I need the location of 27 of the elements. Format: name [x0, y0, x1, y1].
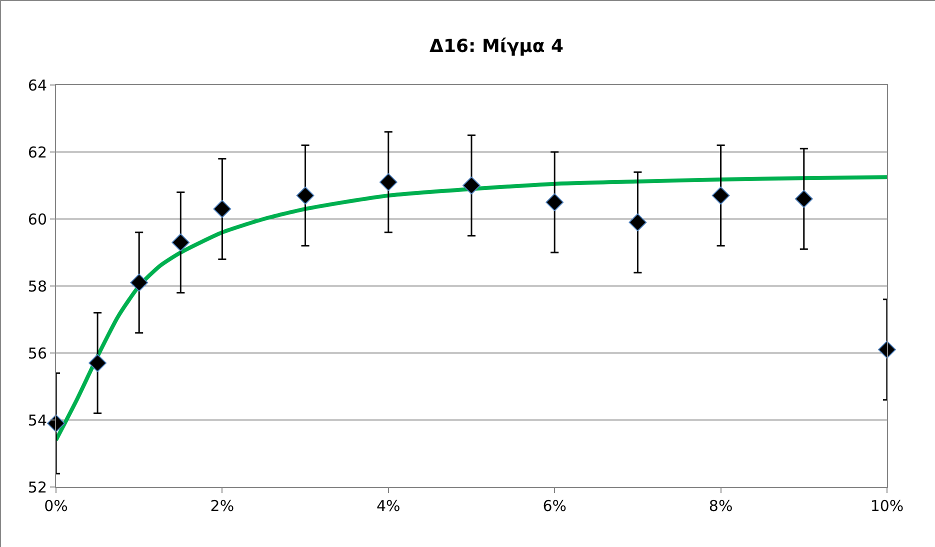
y-tick-label: 56: [28, 344, 47, 362]
y-tick-label: 52: [28, 478, 47, 496]
point: [462, 176, 480, 194]
point: [47, 414, 65, 432]
point: [296, 186, 314, 204]
y-tick-label: 64: [28, 76, 47, 94]
point: [794, 190, 813, 208]
y-tick-label: 58: [28, 277, 47, 296]
x-tick-label: 6%: [542, 497, 566, 515]
point: [88, 354, 106, 372]
point: [172, 234, 190, 252]
y-tick-label: 62: [28, 143, 47, 162]
point: [546, 193, 564, 212]
chart-title: Δ16: Μίγμα 4: [430, 36, 564, 57]
y-tick-label: 54: [28, 411, 47, 430]
point: [712, 186, 730, 204]
y-tick-label: 60: [28, 210, 47, 228]
x-tick-label: 4%: [376, 497, 400, 515]
x-tick-label: 8%: [708, 497, 733, 515]
point: [379, 173, 398, 192]
point: [213, 200, 232, 218]
point: [130, 274, 148, 292]
point: [628, 213, 647, 232]
x-tick-label: 0%: [44, 497, 68, 515]
x-tick-label: 2%: [210, 497, 234, 515]
x-tick-label: 10%: [870, 497, 904, 515]
point: [878, 340, 896, 359]
